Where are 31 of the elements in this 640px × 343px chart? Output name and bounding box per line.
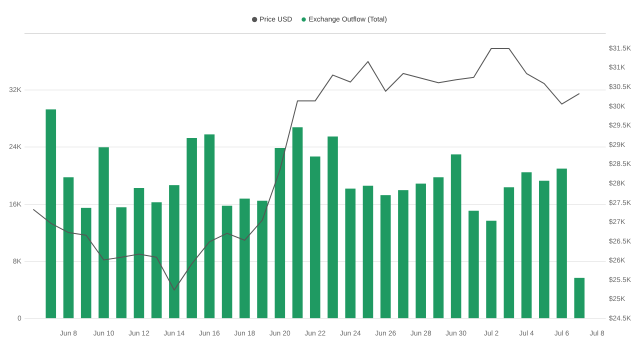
bar [574, 278, 585, 318]
bar [98, 147, 109, 318]
bar [504, 187, 514, 318]
bar [362, 186, 374, 318]
bar [204, 134, 215, 318]
bar [240, 198, 250, 318]
bar [63, 177, 74, 318]
bar [310, 156, 320, 318]
bar [46, 109, 56, 318]
bar [486, 220, 496, 318]
bar [398, 190, 408, 318]
bar [556, 168, 567, 318]
bar [433, 177, 444, 318]
bar [292, 127, 303, 318]
bar [380, 195, 391, 318]
bar [222, 206, 232, 318]
bar [274, 148, 286, 318]
bar [521, 172, 532, 318]
bar [468, 210, 479, 318]
bar [186, 138, 197, 318]
bar [134, 188, 144, 318]
bar [539, 180, 550, 318]
bar [151, 202, 162, 318]
bar [450, 154, 462, 318]
bar [328, 136, 338, 318]
bar [116, 207, 126, 318]
bar [80, 208, 92, 318]
bar [416, 184, 426, 318]
bar [169, 185, 180, 318]
bar [257, 200, 268, 318]
bar [345, 188, 356, 318]
